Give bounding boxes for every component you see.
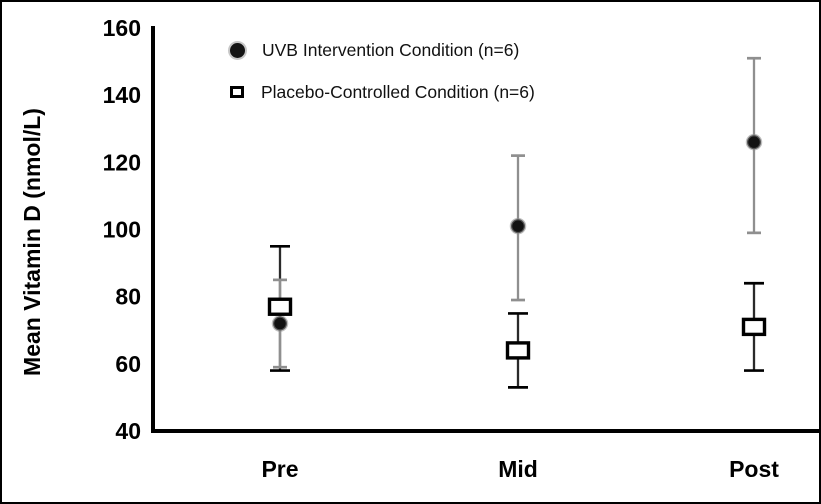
y-axis-title: Mean Vitamin D (nmol/L) bbox=[19, 108, 45, 376]
uvb-data-point bbox=[271, 315, 289, 332]
placebo-data-point bbox=[505, 341, 531, 360]
legend-item-uvb: UVB Intervention Condition (n=6) bbox=[230, 37, 535, 63]
x-category-label: Mid bbox=[498, 456, 538, 482]
uvb-data-point bbox=[509, 217, 527, 235]
x-category-label: Pre bbox=[261, 456, 298, 482]
y-tick-label: 60 bbox=[115, 351, 141, 377]
x-category-label: Post bbox=[729, 456, 779, 482]
y-tick-label: 120 bbox=[103, 149, 141, 175]
y-tick-label: 40 bbox=[115, 418, 141, 444]
chart-legend: UVB Intervention Condition (n=6) Placebo… bbox=[230, 37, 535, 105]
y-tick-label: 160 bbox=[103, 15, 141, 41]
y-tick-label: 140 bbox=[103, 82, 141, 108]
legend-label-uvb: UVB Intervention Condition (n=6) bbox=[262, 39, 520, 60]
placebo-data-point bbox=[267, 297, 293, 316]
legend-item-placebo: Placebo-Controlled Condition (n=6) bbox=[230, 79, 535, 105]
placebo-data-point bbox=[741, 317, 767, 337]
y-tick-label: 80 bbox=[115, 284, 141, 310]
uvb-data-point bbox=[745, 133, 763, 151]
filled-circle-icon bbox=[230, 42, 245, 58]
open-square-icon bbox=[230, 86, 244, 98]
y-tick-label: 100 bbox=[103, 217, 141, 243]
legend-label-placebo: Placebo-Controlled Condition (n=6) bbox=[261, 81, 535, 102]
